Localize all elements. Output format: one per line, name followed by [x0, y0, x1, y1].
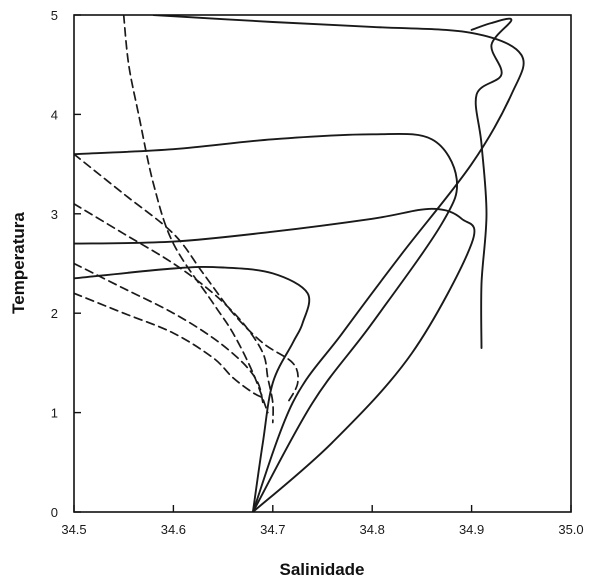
solid-curve-4 — [74, 265, 311, 512]
y-axis: 0 1 2 3 4 5 — [51, 8, 81, 520]
y-axis-title: Temperatura — [9, 212, 28, 314]
y-tick-label: 1 — [51, 406, 58, 421]
x-tick-label: 34.8 — [360, 522, 385, 537]
curve-layer — [74, 15, 525, 512]
dashed-curve-8 — [74, 203, 275, 424]
solid-curve-2 — [74, 132, 459, 512]
y-tick-label: 4 — [51, 107, 58, 122]
x-axis-title: Salinidade — [279, 560, 364, 579]
dashed-curve-7 — [74, 153, 299, 404]
solid-curve-1 — [152, 15, 525, 512]
dashed-curve-6 — [122, 15, 269, 414]
x-tick-label: 35.0 — [558, 522, 583, 537]
y-tick-label: 0 — [51, 505, 58, 520]
x-tick-label: 34.6 — [161, 522, 186, 537]
solid-curve-3 — [74, 207, 476, 512]
y-tick-label: 3 — [51, 207, 58, 222]
y-tick-label: 5 — [51, 8, 58, 23]
plot-frame — [73, 14, 572, 513]
x-axis: 34.5 34.6 34.7 34.8 34.9 35.0 — [61, 505, 584, 537]
dashed-curve-10 — [74, 292, 264, 399]
y-tick-label: 2 — [51, 306, 58, 321]
x-tick-label: 34.7 — [260, 522, 285, 537]
x-tick-label: 34.5 — [61, 522, 86, 537]
x-tick-label: 34.9 — [459, 522, 484, 537]
dashed-curve-9 — [74, 262, 264, 404]
solid-curve-5 — [470, 17, 513, 349]
